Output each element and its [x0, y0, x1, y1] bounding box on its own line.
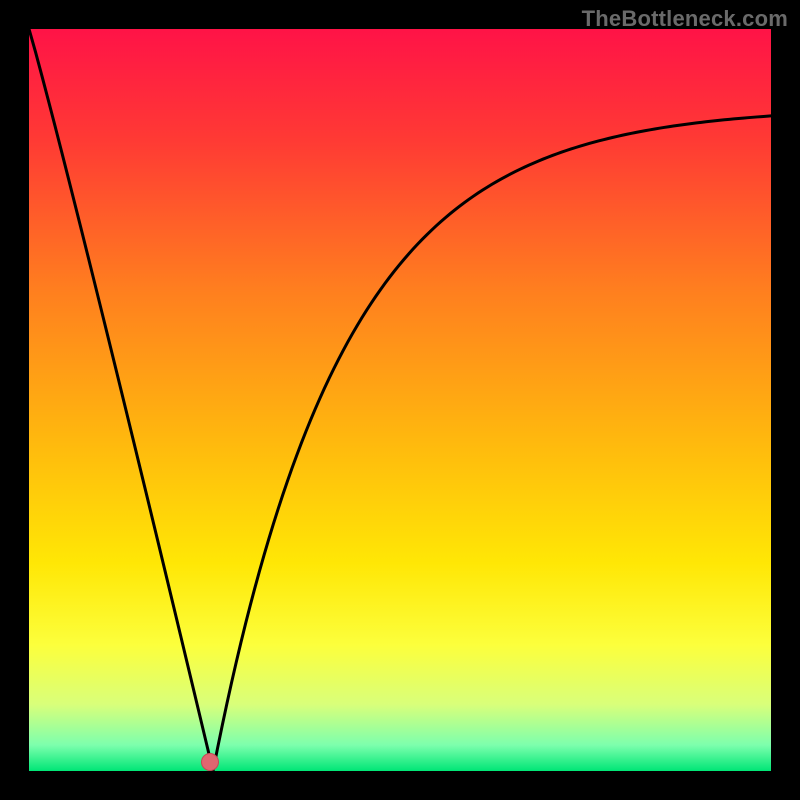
bottleneck-curve — [29, 29, 771, 771]
curve-path — [29, 29, 771, 771]
plot-region — [29, 29, 771, 771]
bottleneck-marker — [201, 753, 219, 771]
